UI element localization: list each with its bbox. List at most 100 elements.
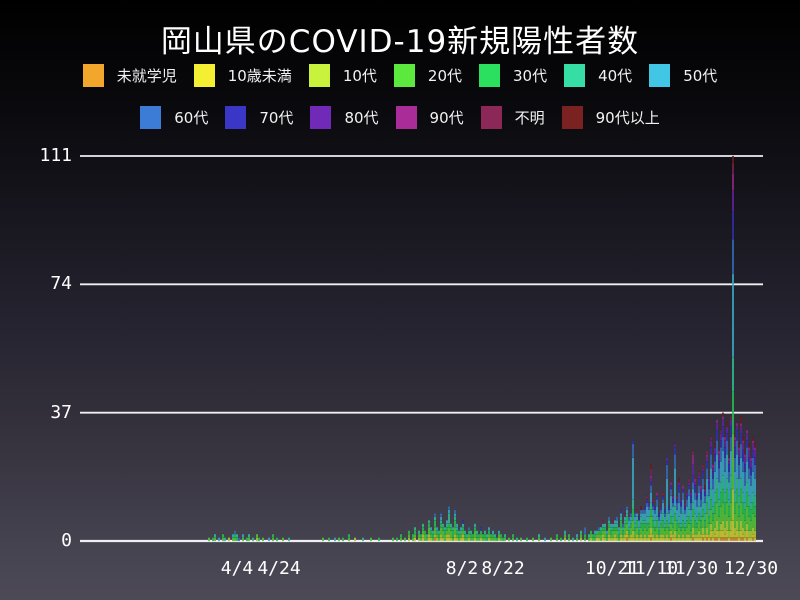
bar-segment xyxy=(444,533,447,542)
bar-day-301 xyxy=(624,513,627,542)
bar-day-337 xyxy=(696,492,699,542)
bar-segment xyxy=(694,533,697,538)
bar-segment xyxy=(642,530,645,538)
bar-segment xyxy=(708,495,711,510)
bar-segment xyxy=(648,502,651,507)
bar-segment xyxy=(644,537,647,542)
bar-segment xyxy=(446,526,449,531)
bar-segment xyxy=(732,211,735,240)
bar-segment xyxy=(662,537,665,542)
bar-day-243 xyxy=(508,537,511,542)
bar-segment xyxy=(688,533,691,538)
bar-segment xyxy=(370,537,373,542)
bar-day-258 xyxy=(538,533,541,542)
bar-segment xyxy=(666,513,669,521)
bar-day-130 xyxy=(282,537,285,542)
bar-segment xyxy=(682,513,685,521)
bar-segment xyxy=(640,523,643,528)
bar-segment xyxy=(662,495,665,500)
bar-segment xyxy=(754,450,757,458)
bar-segment xyxy=(728,499,731,507)
bar-segment xyxy=(620,509,623,514)
bar-segment xyxy=(656,516,659,521)
bar-segment xyxy=(662,502,665,514)
bar-segment xyxy=(744,537,747,542)
bar-segment xyxy=(638,516,641,521)
bar-segment xyxy=(614,519,617,524)
bar-segment xyxy=(752,537,755,542)
legend-item-10歳未満: 10歳未満 xyxy=(193,64,292,87)
bar-segment xyxy=(690,509,693,521)
bar-day-209 xyxy=(440,513,443,542)
bar-day-310 xyxy=(642,509,645,542)
bar-segment xyxy=(728,506,731,517)
bar-segment xyxy=(752,450,755,458)
bar-segment xyxy=(704,492,707,497)
bar-segment xyxy=(706,461,709,469)
bar-segment xyxy=(450,523,453,528)
bar-segment xyxy=(722,426,725,438)
bar-segment xyxy=(598,526,601,531)
bar-segment xyxy=(678,502,681,517)
x-tick-label-10/21: 10/21 xyxy=(584,558,640,579)
bar-segment xyxy=(626,509,629,514)
bar-segment xyxy=(456,537,459,542)
bar-segment xyxy=(656,492,659,497)
bar-segment xyxy=(440,516,443,521)
bar-segment xyxy=(682,526,685,535)
bar-day-269 xyxy=(560,537,563,542)
bar-segment xyxy=(724,436,727,441)
bar-segment xyxy=(750,457,753,462)
bar-segment xyxy=(744,509,747,521)
bar-segment xyxy=(714,502,717,514)
bar-segment xyxy=(598,530,601,535)
bar-segment xyxy=(698,513,701,521)
bar-segment xyxy=(654,519,657,528)
bar-segment xyxy=(730,450,733,476)
bar-segment xyxy=(614,526,617,531)
bar-segment xyxy=(594,530,597,535)
bar-segment xyxy=(241,537,244,542)
bar-segment xyxy=(632,530,635,538)
bar-segment xyxy=(700,485,703,490)
bar-segment xyxy=(640,526,643,535)
bar-segment xyxy=(728,481,731,500)
bar-segment xyxy=(648,526,651,535)
bar-day-295 xyxy=(612,519,615,542)
bar-day-201 xyxy=(424,530,427,542)
bar-segment xyxy=(646,502,649,507)
bar-segment xyxy=(692,516,695,528)
bar-segment xyxy=(662,526,665,535)
bar-day-288 xyxy=(598,526,601,542)
bar-segment xyxy=(602,533,605,538)
bar-segment xyxy=(454,519,457,528)
bar-segment xyxy=(724,447,727,458)
bar-segment xyxy=(742,492,745,504)
bar-segment xyxy=(606,537,609,542)
bar-segment xyxy=(706,457,709,462)
bar-segment xyxy=(752,502,755,514)
bar-segment xyxy=(630,526,633,535)
bar-segment xyxy=(694,485,697,493)
bar-day-208 xyxy=(438,530,441,542)
bar-segment xyxy=(602,523,605,528)
bar-segment xyxy=(682,485,685,490)
bar-segment xyxy=(698,474,701,479)
bar-segment xyxy=(730,426,733,438)
bar-day-213 xyxy=(448,506,451,542)
bar-segment xyxy=(732,273,735,358)
bar-segment xyxy=(658,530,661,535)
bar-segment xyxy=(736,426,739,431)
bar-segment xyxy=(422,526,425,531)
bar-day-326 xyxy=(674,443,677,542)
bar-segment xyxy=(588,533,591,538)
bar-segment xyxy=(714,471,717,493)
bar-segment xyxy=(638,530,641,535)
legend-item-40代: 40代 xyxy=(564,64,632,87)
bar-segment xyxy=(474,523,477,528)
bar-segment xyxy=(662,533,665,538)
bar-day-185 xyxy=(392,537,395,542)
bar-segment xyxy=(732,537,735,542)
bar-segment xyxy=(588,537,591,542)
bar-segment xyxy=(568,537,571,542)
